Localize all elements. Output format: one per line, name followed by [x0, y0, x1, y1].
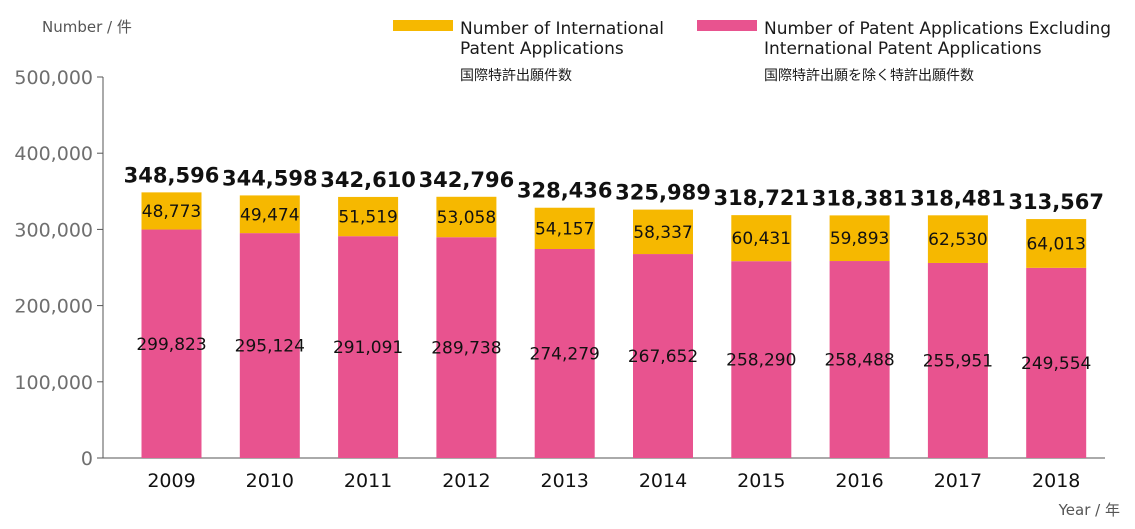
- bar-label-domestic: 258,488: [824, 351, 894, 371]
- x-tick-label: 2009: [147, 470, 195, 492]
- legend-swatch: [393, 20, 453, 31]
- bar-label-domestic: 258,290: [726, 351, 796, 371]
- bar-label-domestic: 289,738: [431, 339, 501, 359]
- y-tick-label: 0: [81, 448, 93, 470]
- bar-total-label: 318,481: [910, 186, 1006, 210]
- y-tick-label: 100,000: [14, 372, 93, 394]
- bar-segment-domestic: [1026, 267, 1087, 458]
- bar-segment-domestic: [436, 237, 497, 458]
- bar-segment-international: [731, 215, 792, 262]
- bar-segment-international: [338, 196, 399, 237]
- legend-label: Number of International: [460, 19, 664, 39]
- bar-total-label: 348,596: [124, 163, 220, 187]
- x-axis-title: Year / 年: [1058, 501, 1120, 519]
- bar-segment-domestic: [338, 236, 399, 458]
- bar-total-label: 325,989: [615, 181, 711, 205]
- bar-label-international: 60,431: [732, 229, 791, 249]
- x-tick-label: 2013: [541, 470, 589, 492]
- legend-swatch: [697, 20, 757, 31]
- bar-label-international: 49,474: [240, 205, 299, 225]
- bar-total-label: 318,721: [713, 186, 809, 210]
- legend-label: International Patent Applications: [764, 39, 1042, 59]
- bar-label-domestic: 291,091: [333, 338, 403, 358]
- bar-segment-domestic: [829, 261, 890, 458]
- bar-label-domestic: 255,951: [923, 351, 993, 371]
- bar-label-domestic: 295,124: [235, 337, 305, 357]
- x-tick-label: 2016: [835, 470, 883, 492]
- x-tick-label: 2012: [442, 470, 490, 492]
- bar-label-domestic: 249,554: [1021, 354, 1091, 374]
- bar-segment-international: [829, 215, 890, 262]
- legend-label: Patent Applications: [460, 39, 624, 59]
- bar-segment-domestic: [141, 229, 202, 458]
- bar-total-label: 344,598: [222, 166, 318, 190]
- legend-label-ja: 国際特許出願を除く特許出願件数: [764, 68, 974, 84]
- axis-layer: 0 100,000 200,000 300,000 400,000 500,000 Numb…: [14, 18, 1120, 519]
- bar-total-label: 318,381: [812, 186, 908, 210]
- y-tick-label: 200,000: [14, 296, 93, 318]
- bar-segment-international: [141, 192, 202, 230]
- y-tick-label: 400,000: [14, 143, 93, 165]
- bar-segment-international: [633, 209, 693, 255]
- bar-label-international: 58,337: [633, 223, 692, 243]
- x-tick-label: 2011: [344, 470, 392, 492]
- bar-label-international: 64,013: [1026, 234, 1085, 254]
- bar-total-label: 342,796: [419, 168, 515, 192]
- bar-layer: [141, 192, 1087, 458]
- bar-segment-international: [534, 207, 595, 249]
- x-tick-label: 2014: [639, 470, 687, 492]
- bar-segment-domestic: [633, 254, 693, 458]
- bar-label-domestic: 274,279: [530, 344, 600, 364]
- bar-label-domestic: 267,652: [628, 347, 698, 367]
- bar-segment-international: [239, 195, 300, 234]
- bar-label-international: 54,157: [535, 219, 594, 239]
- bar-total-label: 313,567: [1008, 190, 1104, 214]
- legend-label-ja: 国際特許出願件数: [460, 68, 572, 84]
- y-tick-label: 300,000: [14, 219, 93, 241]
- bar-segment-international: [436, 196, 497, 238]
- x-tick-label: 2017: [934, 470, 982, 492]
- bar-segment-domestic: [927, 262, 988, 458]
- bar-segment-international: [1026, 219, 1087, 268]
- label-layer: 299,823 48,773 348,596 295,124 49,474 344,598…: [124, 163, 1104, 374]
- x-tick-label: 2010: [246, 470, 294, 492]
- bar-label-international: 62,530: [928, 230, 987, 250]
- bar-segment-domestic: [534, 248, 595, 458]
- bar-segment-domestic: [731, 261, 792, 458]
- bar-label-international: 48,773: [142, 202, 201, 222]
- bar-label-international: 51,519: [338, 208, 397, 228]
- bar-segment-domestic: [239, 233, 300, 458]
- x-tick-label: 2015: [737, 470, 785, 492]
- x-tick-label: 2018: [1032, 470, 1080, 492]
- bar-total-label: 342,610: [320, 168, 416, 192]
- legend-label: Number of Patent Applications Excluding: [764, 19, 1111, 39]
- y-tick-label: 500,000: [14, 67, 93, 89]
- bar-segment-international: [927, 215, 988, 263]
- bar-total-label: 328,436: [517, 179, 613, 203]
- y-axis-title: Number / 件: [42, 18, 132, 36]
- bar-label-international: 59,893: [830, 229, 889, 249]
- bar-label-domestic: 299,823: [136, 335, 206, 355]
- bar-label-international: 53,058: [437, 208, 496, 228]
